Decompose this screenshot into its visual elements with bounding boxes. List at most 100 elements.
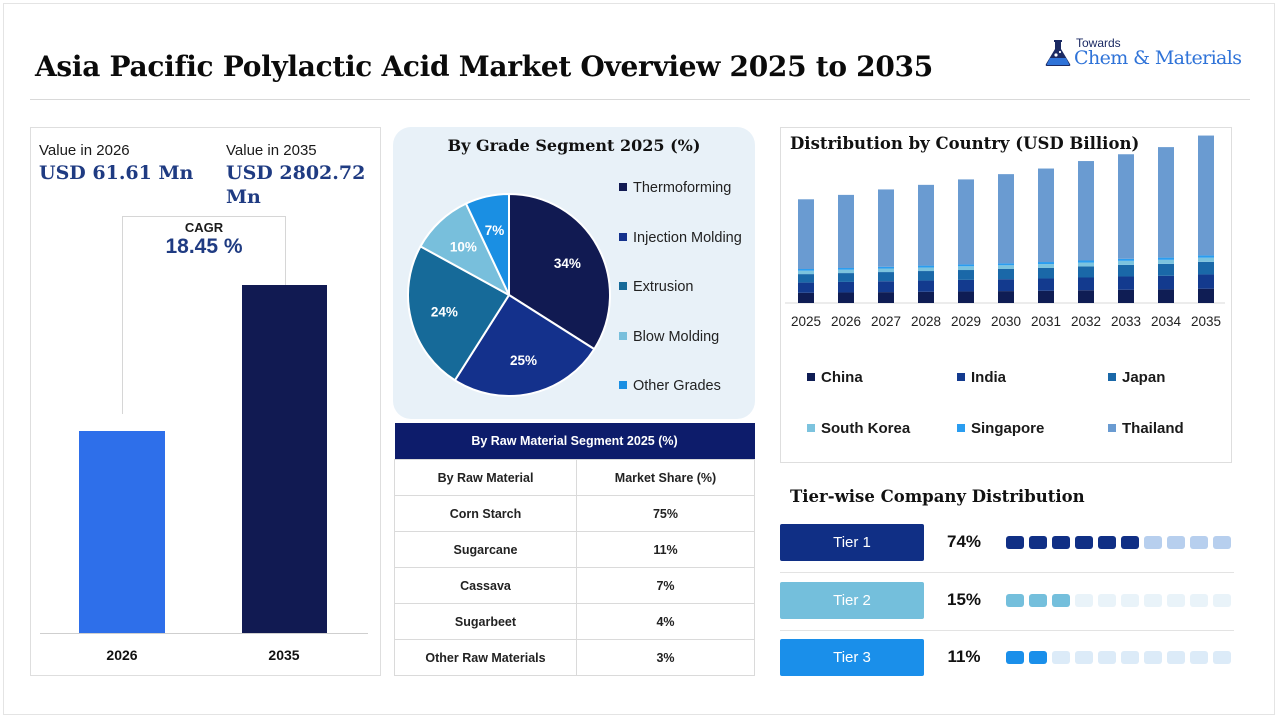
x-tick-label: 2026 <box>830 314 862 329</box>
bar-segment-thailand <box>998 174 1014 264</box>
country-chart-title: Distribution by Country (USD Billion) <box>790 134 1140 153</box>
page-title: Asia Pacific Polylactic Acid Market Over… <box>35 50 933 83</box>
tier-1-square <box>1121 536 1139 549</box>
bar-segment-thailand <box>798 199 814 269</box>
row-share: 3% <box>576 639 755 676</box>
bar-segment-china <box>1078 290 1094 303</box>
bar-segment-singapore <box>1158 257 1174 260</box>
legend-swatch <box>807 424 815 433</box>
bar-segment-south-korea <box>798 270 814 275</box>
legend-label: Thailand <box>1122 420 1184 437</box>
bar-segment-china <box>798 292 814 303</box>
tier-2-square <box>1075 594 1093 607</box>
legend-swatch <box>619 381 627 390</box>
row-material: Sugarbeet <box>394 603 577 640</box>
value-2026-label: Value in 2026 <box>39 142 130 159</box>
bar-segment-thailand <box>1158 147 1174 258</box>
tier-title: Tier-wise Company Distribution <box>790 487 1085 506</box>
row-material: Sugarcane <box>394 531 577 568</box>
pie-value-label: 25% <box>510 353 537 368</box>
bar-segment-india <box>958 279 974 292</box>
legend-label: China <box>821 369 863 386</box>
bar-segment-japan <box>958 270 974 280</box>
legend-swatch <box>619 183 627 192</box>
row-share: 75% <box>576 495 755 532</box>
bar-segment-china <box>838 292 854 303</box>
bar-segment-india <box>998 279 1014 292</box>
bar-segment-singapore <box>878 266 894 269</box>
legend-swatch <box>957 373 965 382</box>
bar-segment-south-korea <box>1118 260 1134 265</box>
x-tick-label: 2033 <box>1110 314 1142 329</box>
value-chart-axis <box>40 633 368 634</box>
tier-2-square <box>1098 594 1116 607</box>
tier-1-square <box>1098 536 1116 549</box>
bar-segment-china <box>1038 290 1054 303</box>
country-stacked-bar-chart <box>785 135 1225 304</box>
bar-segment-thailand <box>1038 168 1054 263</box>
legend-label: Thermoforming <box>633 180 732 196</box>
legend-item: Extrusion <box>619 279 693 295</box>
row-share: 7% <box>576 567 755 604</box>
bar-segment-south-korea <box>1158 259 1174 264</box>
tier-divider <box>780 630 1234 631</box>
x-tick-label: 2028 <box>910 314 942 329</box>
page-frame <box>3 3 1275 715</box>
bar-segment-singapore <box>838 267 854 270</box>
country-legend-item: Japan <box>1108 369 1165 386</box>
tier-1-square <box>1167 536 1185 549</box>
tier-1-square <box>1190 536 1208 549</box>
tier-3-square <box>1029 651 1047 664</box>
row-share: 4% <box>576 603 755 640</box>
tier-3-square <box>1190 651 1208 664</box>
tier-2-square <box>1006 594 1024 607</box>
bar-segment-japan <box>838 273 854 282</box>
tier-2-percent: 15% <box>946 590 982 609</box>
bar-segment-japan <box>1118 264 1134 277</box>
bar-segment-india <box>918 280 934 292</box>
bar-segment-singapore <box>1038 262 1054 265</box>
bar-segment-south-korea <box>918 267 934 272</box>
tier-1-square <box>1052 536 1070 549</box>
pie-slice-other-grades <box>464 192 510 296</box>
market-share-col-header: Market Share (%) <box>576 459 755 496</box>
tier-3-square <box>1075 651 1093 664</box>
tier-2-square <box>1029 594 1047 607</box>
tier-1-square <box>1213 536 1231 549</box>
legend-swatch <box>619 282 627 291</box>
bar-segment-thailand <box>1078 161 1094 261</box>
bar-segment-south-korea <box>1038 264 1054 268</box>
bar-segment-india <box>1078 277 1094 291</box>
legend-label: South Korea <box>821 420 911 437</box>
tier-1-square <box>1144 536 1162 549</box>
bar-segment-south-korea <box>878 268 894 273</box>
bar-segment-india <box>1118 276 1134 290</box>
cagr-connector-left <box>122 272 123 414</box>
cagr-label: CAGR <box>184 220 224 235</box>
cagr-value: 18.45 % <box>165 235 243 258</box>
tier-3-square <box>1213 651 1231 664</box>
raw-material-col-header: By Raw Material <box>394 459 577 496</box>
x-tick-label: 2031 <box>1030 314 1062 329</box>
bar-segment-thailand <box>878 189 894 267</box>
bar-segment-japan <box>1198 261 1214 275</box>
tier-divider <box>780 572 1234 573</box>
pie-slice-injection-molding <box>453 293 596 397</box>
pie-value-label: 7% <box>485 223 505 238</box>
bar-segment-india <box>798 282 814 293</box>
x-tick-label: 2032 <box>1070 314 1102 329</box>
bar-segment-thailand <box>838 194 854 268</box>
row-material: Corn Starch <box>394 495 577 532</box>
bar-segment-india <box>878 281 894 293</box>
bar-segment-singapore <box>918 265 934 268</box>
value-2035-label: Value in 2035 <box>226 142 317 159</box>
country-legend-item: Singapore <box>957 420 1044 437</box>
legend-swatch <box>1108 373 1116 382</box>
value-2026: USD 61.61 Mn <box>39 162 194 184</box>
bar-segment-india <box>1038 278 1054 291</box>
bar-segment-china <box>958 291 974 303</box>
row-share: 11% <box>576 531 755 568</box>
legend-swatch <box>957 424 965 433</box>
row-material: Cassava <box>394 567 577 604</box>
bar-segment-china <box>1158 289 1174 303</box>
